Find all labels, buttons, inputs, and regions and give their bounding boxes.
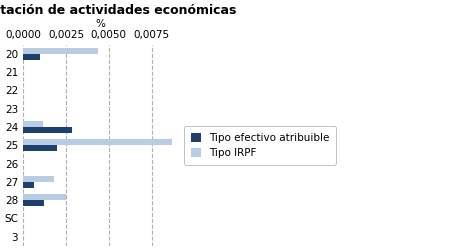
Bar xyxy=(23,145,57,151)
Bar xyxy=(23,48,98,54)
Bar xyxy=(23,127,72,133)
Bar xyxy=(23,200,44,206)
Legend: Tipo efectivo atribuible, Tipo IRPF: Tipo efectivo atribuible, Tipo IRPF xyxy=(184,126,336,164)
Bar xyxy=(23,176,54,182)
Title: Tributación de actividades económicas: Tributación de actividades económicas xyxy=(0,4,236,17)
Bar xyxy=(23,194,66,200)
Bar xyxy=(23,54,40,60)
X-axis label: %: % xyxy=(95,19,105,29)
Bar xyxy=(23,121,43,127)
Bar xyxy=(23,140,172,145)
Bar xyxy=(23,182,34,188)
